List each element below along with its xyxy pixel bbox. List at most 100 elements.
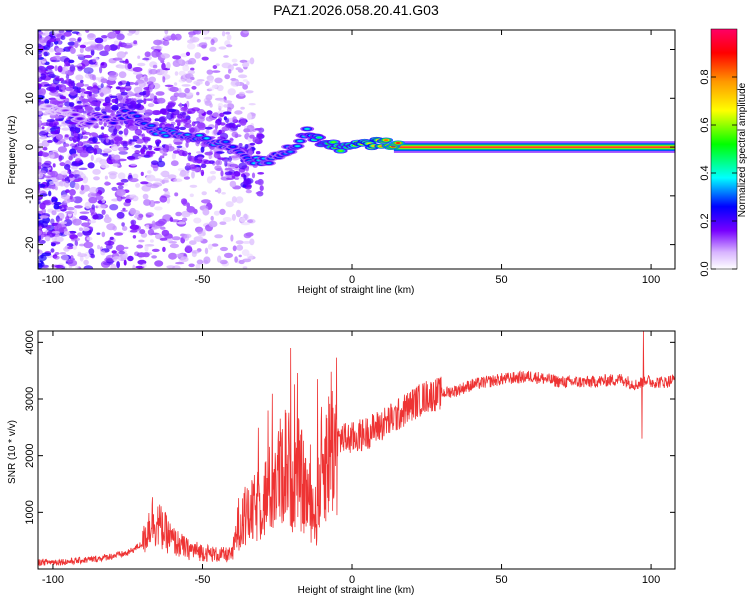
noise-blob [153, 201, 161, 204]
noise-blob [219, 208, 226, 215]
noise-blob [74, 239, 79, 247]
noise-blob [218, 159, 222, 166]
noise-blob [148, 145, 153, 151]
noise-blob [210, 215, 214, 221]
noise-blob [78, 167, 88, 170]
noise-blob [134, 128, 143, 136]
noise-blob [149, 200, 156, 208]
noise-blob [224, 252, 233, 259]
noise-blob [67, 259, 78, 267]
noise-blob [140, 181, 149, 185]
noise-blob [96, 101, 101, 108]
ridge-blob [204, 137, 209, 140]
noise-blob [144, 244, 149, 252]
noise-blob [45, 120, 54, 127]
noise-blob [74, 146, 83, 151]
noise-blob [67, 246, 74, 250]
noise-blob [134, 150, 141, 154]
noise-blob [243, 174, 247, 181]
noise-blob [125, 81, 131, 88]
noise-blob [228, 69, 232, 74]
noise-blob [101, 35, 108, 39]
noise-blob [245, 90, 254, 94]
noise-blob [72, 86, 79, 90]
noise-blob [51, 210, 57, 216]
noise-blob [58, 218, 63, 221]
noise-blob [245, 189, 252, 194]
noise-blob [217, 136, 225, 140]
noise-blob [77, 33, 82, 37]
y-tick-label: -10 [24, 188, 36, 204]
noise-blob [179, 102, 183, 108]
noise-blob [183, 234, 190, 241]
noise-blob [123, 42, 133, 49]
noise-blob [103, 134, 109, 139]
noise-blob [151, 220, 156, 228]
noise-blob [69, 64, 76, 72]
noise-blob [224, 167, 233, 171]
noise-blob [144, 76, 149, 82]
noise-blob [222, 217, 232, 222]
noise-blob [81, 98, 90, 103]
noise-blob [116, 211, 125, 219]
noise-blob [205, 129, 210, 134]
noise-blob [99, 66, 103, 74]
noise-blob [166, 265, 176, 269]
colorbar-tick-label: 0.6 [699, 117, 711, 132]
spectrogram-ridge [38, 103, 406, 167]
noise-blob [209, 170, 216, 175]
noise-blob [116, 182, 125, 186]
noise-blob [193, 217, 202, 224]
noise-blob [115, 30, 121, 35]
noise-blob [244, 144, 249, 149]
noise-blob [61, 254, 69, 261]
noise-blob [79, 88, 86, 93]
noise-blob [103, 216, 112, 224]
noise-blob [193, 80, 203, 85]
noise-blob [161, 62, 166, 70]
noise-blob [257, 172, 265, 175]
noise-blob [234, 110, 243, 115]
noise-blob [219, 259, 228, 265]
noise-blob [81, 59, 90, 67]
noise-blob [137, 55, 141, 59]
ridge-blob [63, 109, 68, 112]
noise-blob [43, 187, 51, 191]
noise-blob [38, 166, 42, 170]
noise-blob [175, 119, 183, 123]
ridge-band-layer [393, 146, 675, 148]
noise-blob [201, 44, 207, 49]
noise-blob [41, 152, 50, 158]
noise-blob [56, 220, 60, 224]
noise-blob [123, 201, 131, 207]
noise-blob [102, 103, 108, 107]
noise-blob [60, 170, 69, 176]
noise-blob [211, 70, 221, 73]
noise-blob [118, 250, 125, 255]
noise-blob [206, 69, 214, 75]
noise-blob [194, 38, 200, 41]
noise-blob [142, 136, 151, 141]
noise-blob [38, 89, 46, 97]
noise-blob [112, 256, 121, 262]
noise-blob [47, 139, 53, 143]
noise-blob [38, 169, 41, 175]
noise-blob [204, 151, 213, 156]
noise-blob [55, 76, 60, 81]
noise-blob [239, 217, 246, 223]
noise-blob [150, 93, 155, 100]
noise-blob [168, 252, 178, 260]
noise-blob [144, 139, 149, 144]
noise-blob [162, 246, 166, 252]
noise-blob [170, 33, 176, 41]
noise-blob [63, 180, 70, 188]
noise-blob [64, 134, 69, 138]
noise-blob [158, 218, 167, 225]
noise-blob [202, 208, 210, 216]
noise-blob [116, 51, 127, 59]
noise-blob [223, 104, 228, 108]
noise-blob [105, 138, 109, 143]
noise-blob [70, 47, 76, 54]
noise-blob [76, 82, 85, 88]
noise-blob [249, 134, 255, 139]
